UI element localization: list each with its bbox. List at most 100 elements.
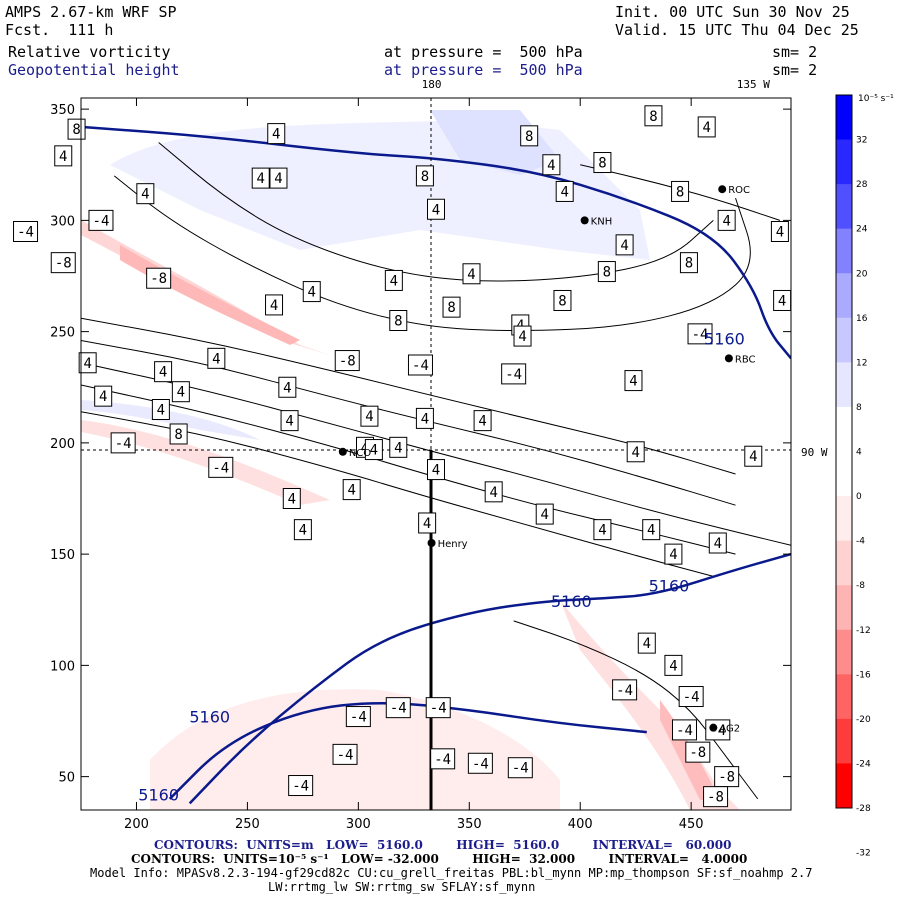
height-contour-1: [188, 552, 791, 805]
height-label-1: 5160: [649, 576, 690, 595]
vorticity-label-box: [345, 706, 371, 728]
vorticity-label-29: 8: [389, 310, 408, 331]
vorticity-label-51: -4: [110, 432, 136, 454]
vorticity-label-text: 4: [370, 443, 378, 459]
height-label-2: 5160: [189, 708, 230, 727]
vorticity-label-text: 8: [603, 265, 611, 281]
vorticity-label-box: [288, 775, 314, 797]
field2-smoothing: sm= 2: [772, 61, 818, 79]
vorticity-label-50: 4: [473, 410, 492, 432]
vorticity-label-box: [671, 180, 690, 202]
vorticity-label-text: -8: [689, 745, 706, 761]
vorticity-labels: 48844448488484448844444-4-4-4-8-84848844…: [13, 105, 792, 808]
y-tick-label: 250: [50, 326, 75, 341]
vorticity-label-11: 4: [697, 116, 716, 138]
vorticity-label-text: 4: [159, 365, 167, 381]
vorticity-label-24: -4: [13, 221, 39, 242]
vorticity-label-text: 8: [649, 109, 657, 125]
vorticity-label-box: [54, 145, 73, 167]
vorticity-label-box: [520, 125, 539, 147]
vorticity-label-text: 4: [778, 293, 786, 309]
vorticity-label-text: -4: [512, 761, 529, 777]
vorticity-label-box: [282, 488, 301, 509]
vorticity-label-box: [687, 323, 713, 345]
field1-level: at pressure = 500 hPa: [384, 43, 583, 61]
vorticity-label-text: 4: [643, 636, 651, 652]
footer-model-info: Model Info: MPASv8.2.3-194-gf29cd82c CU:…: [90, 866, 813, 880]
vorticity-label-28: 4: [265, 294, 284, 316]
colorbar-segment: [836, 406, 852, 452]
vorticity-label-57: 4: [744, 445, 763, 467]
vorticity-label-46: 4: [151, 399, 170, 420]
vorticity-label-box: [207, 347, 226, 369]
colorbar-segment: [836, 718, 852, 764]
height-label-3: 5160: [138, 785, 179, 804]
longitude-label-0: 180: [422, 78, 442, 91]
stations: NCO Henry AG2 RBC KNH ROC: [338, 185, 756, 735]
vorticity-label-0: 4: [267, 123, 286, 145]
vorticity-label-38: -4: [501, 363, 527, 385]
vorticity-label-39: 4: [207, 347, 226, 369]
colorbar-tick-label: -28: [856, 804, 871, 814]
vorticity-label-box: [473, 410, 492, 432]
vorticity-label-box: [597, 261, 616, 283]
axis-ticks: 200 250 300 350 400 450 50 100 150 200 250 300 350: [50, 98, 791, 832]
colorbar-tick-label: -16: [856, 670, 871, 680]
vorticity-label-56: 4: [626, 441, 645, 463]
vorticity-label-text: 8: [421, 169, 429, 185]
footer-height-contours: CONTOURS: UNITS=m LOW= 5160.0 HIGH= 5160…: [154, 838, 732, 852]
vorticity-label-box: [427, 198, 445, 220]
x-tick-label: 300: [346, 817, 371, 832]
vorticity-label-box: [334, 350, 360, 372]
vorticity-label-text: 4: [272, 127, 280, 143]
vorticity-label-text: 4: [157, 403, 165, 419]
vorticity-label-box: [415, 165, 434, 187]
vorticity-label-box: [136, 183, 155, 205]
vorticity-contour-3: [81, 340, 736, 506]
vorticity-label-text: -4: [676, 723, 693, 739]
station-label: ROC: [728, 185, 750, 196]
vorticity-label-text: -4: [337, 747, 354, 763]
vorticity-label-23: -4: [88, 209, 114, 231]
colorbar-segment: [836, 273, 852, 319]
vorticity-label-21: 4: [717, 209, 736, 231]
vorticity-contour-5: [113, 175, 751, 332]
positive-shading-mid: [81, 400, 260, 440]
vorticity-label-text: 8: [685, 256, 693, 272]
colorbar-segment: [836, 763, 852, 809]
colorbar-tick-label: 32: [856, 136, 867, 146]
vorticity-label-text: 4: [270, 298, 278, 314]
colorbar-segment: [836, 362, 852, 408]
vorticity-label-59: 4: [427, 459, 445, 481]
vorticity-label-box: [278, 376, 297, 398]
vorticity-label-box: [513, 325, 532, 347]
vorticity-label-box: [708, 532, 727, 554]
colorbar-segment: [836, 674, 852, 720]
footer-physics: LW:rrtmg_lw SW:rrtmg_sw SFLAY:sf_mynn: [268, 880, 536, 894]
vorticity-label-box: [430, 748, 456, 770]
height-contour-0: [81, 125, 791, 360]
vorticity-label-box: [626, 441, 645, 463]
vorticity-label-45: 4: [624, 370, 643, 392]
colorbar-segment: [836, 629, 852, 675]
vorticity-label-text: -4: [683, 690, 700, 706]
colorbar-tick-label: 12: [856, 358, 867, 368]
colorbar-segment: [836, 95, 852, 141]
vorticity-label-box: [415, 407, 434, 429]
vorticity-label-text: -8: [55, 256, 72, 272]
height-label-4: 5160: [704, 329, 745, 348]
vorticity-shading: [81, 110, 740, 810]
vorticity-label-text: -4: [616, 683, 633, 699]
vorticity-label-box: [679, 252, 698, 274]
vorticity-label-text: -4: [390, 701, 407, 717]
vorticity-label-box: [553, 289, 572, 311]
longitude-labels: 180 135 W 90 W: [422, 78, 828, 459]
field2-level: at pressure = 500 hPa: [384, 61, 583, 79]
vorticity-label-text: 4: [432, 463, 440, 479]
vorticity-label-text: 4: [285, 414, 293, 430]
vorticity-label-text: 4: [489, 485, 497, 501]
vorticity-label-15: 4: [615, 234, 634, 256]
vorticity-label-text: 8: [598, 156, 606, 172]
vorticity-label-text: 4: [308, 285, 316, 301]
